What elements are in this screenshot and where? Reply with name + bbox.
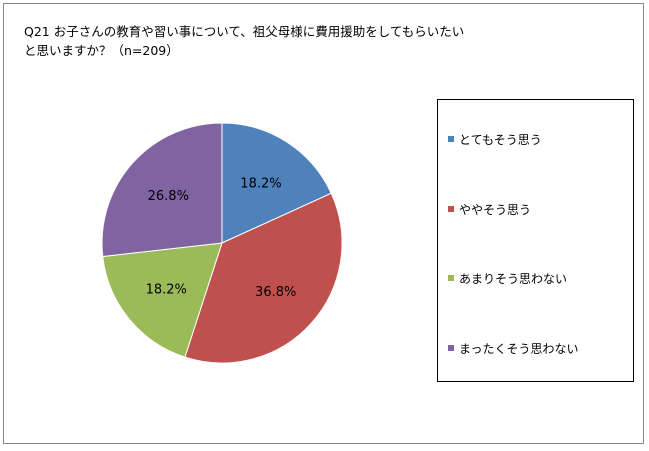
legend-item-3: あまりそう思わない: [448, 270, 567, 286]
legend-item-2: ややそう思う: [448, 201, 531, 217]
legend-swatch-1: [448, 136, 454, 142]
legend-label-2: ややそう思う: [459, 202, 532, 217]
legend-label-3: あまりそう思わない: [459, 271, 568, 286]
chart-title-line-2: と思いますか？（n=209）: [24, 43, 179, 58]
pie-data-label-1: 18.2%: [240, 176, 281, 191]
pie-slice-1: [221, 122, 332, 244]
legend-label-1: とてもそう思う: [459, 132, 542, 147]
legend-swatch-4: [448, 345, 454, 351]
pie-slice-4: [101, 122, 223, 258]
chart-title-line-1: Q21 お子さんの教育や習い事について、祖父母様に費用援助をしてもらいたい: [24, 24, 465, 39]
legend-swatch-2: [448, 206, 454, 212]
pie-data-label-2: 36.8%: [255, 285, 296, 300]
legend-label-4: まったくそう思わない: [459, 341, 579, 356]
pie-data-label-3: 18.2%: [146, 283, 187, 298]
pie-slice-2: [184, 192, 343, 364]
pie-data-label-4: 26.8%: [148, 189, 189, 204]
chart-title: Q21 お子さんの教育や習い事について、祖父母様に費用援助をしてもらいたい と思…: [24, 22, 584, 60]
legend-swatch-3: [448, 275, 454, 281]
legend: とてもそう思う ややそう思う あまりそう思わない まったくそう思わない: [437, 99, 634, 382]
legend-item-4: まったくそう思わない: [448, 340, 579, 356]
legend-item-1: とてもそう思う: [448, 131, 542, 147]
pie-slice-3: [102, 242, 223, 358]
